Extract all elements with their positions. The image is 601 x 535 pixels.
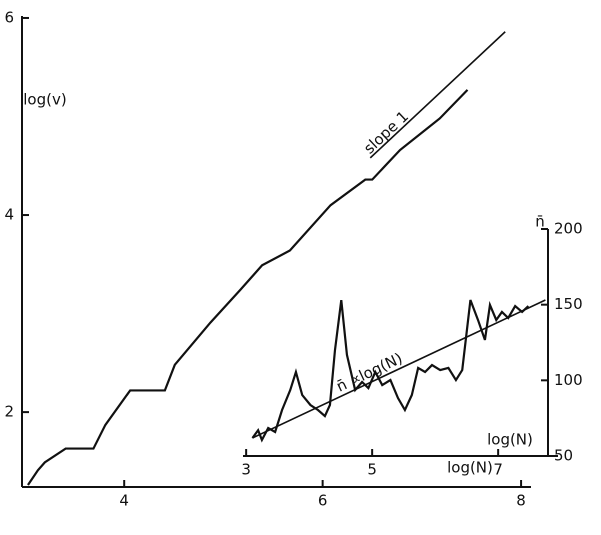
y-tick-label: 150 [554, 295, 583, 313]
data-line [369, 31, 506, 159]
y-tick-label: 6 [4, 8, 14, 26]
data-line [27, 89, 469, 486]
x-tick-label: 3 [241, 461, 251, 479]
data-line [251, 299, 530, 443]
x-axis-label: log(N) [487, 431, 533, 449]
y-axis-label: log(v) [23, 91, 66, 109]
x-tick-label: 8 [516, 492, 526, 510]
y-tick-label: 4 [4, 206, 14, 224]
y-tick-label: 2 [4, 403, 14, 421]
series-label: slope 1 [360, 107, 412, 157]
y-tick-label: 100 [554, 371, 583, 389]
y-tick-label: 50 [554, 447, 573, 465]
y-tick-label: 200 [554, 220, 583, 238]
data-line [252, 299, 546, 439]
x-tick-label: 5 [367, 461, 377, 479]
x-tick-label: 6 [318, 492, 328, 510]
x-axis-label: log(N) [447, 459, 493, 477]
y-axis-label: n̄ [535, 213, 545, 231]
x-tick-label: 7 [493, 461, 503, 479]
x-tick-label: 4 [119, 492, 129, 510]
